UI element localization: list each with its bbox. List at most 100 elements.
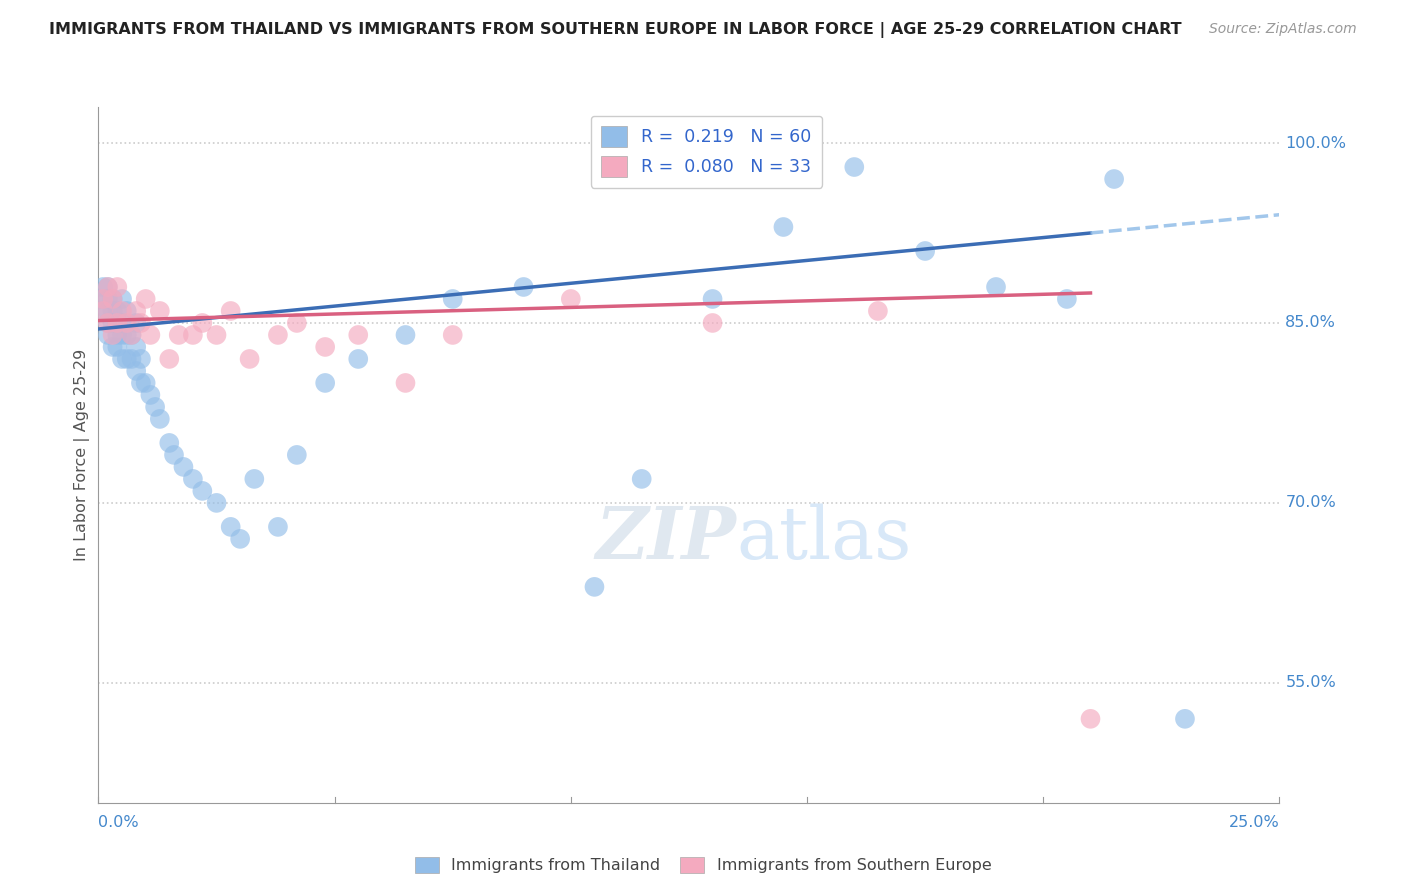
Point	[97, 304, 120, 318]
Point	[172, 459, 194, 474]
Point	[101, 328, 124, 343]
Point	[129, 316, 152, 330]
Text: 100.0%: 100.0%	[1285, 136, 1347, 151]
Point	[167, 328, 190, 343]
Point	[1102, 172, 1125, 186]
Point	[191, 483, 214, 498]
Point	[101, 304, 124, 318]
Point	[285, 448, 308, 462]
Point	[115, 316, 138, 330]
Point	[91, 304, 114, 318]
Point	[702, 316, 724, 330]
Point	[181, 472, 204, 486]
Point	[441, 292, 464, 306]
Point	[143, 400, 166, 414]
Point	[97, 292, 120, 306]
Text: 85.0%: 85.0%	[1285, 316, 1336, 330]
Point	[219, 304, 242, 318]
Point	[115, 328, 138, 343]
Point	[125, 316, 148, 330]
Point	[267, 520, 290, 534]
Point	[105, 316, 128, 330]
Text: 55.0%: 55.0%	[1285, 675, 1336, 690]
Point	[157, 351, 180, 366]
Point	[285, 316, 308, 330]
Point	[139, 328, 162, 343]
Point	[111, 351, 134, 366]
Point	[844, 160, 866, 174]
Point	[314, 376, 336, 390]
Point	[181, 328, 204, 343]
Point	[914, 244, 936, 258]
Point	[1080, 712, 1102, 726]
Point	[630, 472, 652, 486]
Point	[866, 304, 889, 318]
Point	[129, 351, 152, 366]
Point	[1174, 712, 1197, 726]
Point	[101, 340, 124, 354]
Point	[314, 340, 336, 354]
Point	[347, 351, 370, 366]
Point	[560, 292, 582, 306]
Point	[267, 328, 290, 343]
Point	[702, 292, 724, 306]
Point	[111, 304, 134, 318]
Point	[101, 316, 124, 330]
Point	[97, 280, 120, 294]
Point	[105, 328, 128, 343]
Point	[512, 280, 534, 294]
Point	[347, 328, 370, 343]
Legend: Immigrants from Thailand, Immigrants from Southern Europe: Immigrants from Thailand, Immigrants fro…	[408, 850, 998, 880]
Point	[105, 280, 128, 294]
Point	[135, 376, 157, 390]
Point	[115, 351, 138, 366]
Point	[105, 304, 128, 318]
Point	[121, 328, 143, 343]
Point	[91, 292, 114, 306]
Point	[984, 280, 1007, 294]
Point	[111, 328, 134, 343]
Text: 0.0%: 0.0%	[98, 814, 139, 830]
Point	[394, 328, 416, 343]
Point	[157, 436, 180, 450]
Text: ZIP: ZIP	[595, 503, 737, 574]
Text: 70.0%: 70.0%	[1285, 495, 1336, 510]
Point	[91, 292, 114, 306]
Point	[441, 328, 464, 343]
Legend: R =  0.219   N = 60, R =  0.080   N = 33: R = 0.219 N = 60, R = 0.080 N = 33	[591, 116, 823, 187]
Point	[149, 304, 172, 318]
Text: Source: ZipAtlas.com: Source: ZipAtlas.com	[1209, 22, 1357, 37]
Text: IMMIGRANTS FROM THAILAND VS IMMIGRANTS FROM SOUTHERN EUROPE IN LABOR FORCE | AGE: IMMIGRANTS FROM THAILAND VS IMMIGRANTS F…	[49, 22, 1182, 38]
Point	[129, 376, 152, 390]
Point	[121, 351, 143, 366]
Point	[394, 376, 416, 390]
Point	[91, 304, 114, 318]
Point	[229, 532, 252, 546]
Point	[243, 472, 266, 486]
Text: atlas: atlas	[737, 503, 911, 574]
Point	[101, 292, 124, 306]
Point	[97, 328, 120, 343]
Point	[101, 292, 124, 306]
Point	[205, 328, 228, 343]
Point	[219, 520, 242, 534]
Point	[121, 328, 143, 343]
Point	[772, 219, 794, 234]
Text: 25.0%: 25.0%	[1229, 814, 1279, 830]
Point	[1056, 292, 1078, 306]
Point	[191, 316, 214, 330]
Y-axis label: In Labor Force | Age 25-29: In Labor Force | Age 25-29	[75, 349, 90, 561]
Point	[97, 316, 120, 330]
Point	[91, 280, 114, 294]
Point	[105, 340, 128, 354]
Point	[97, 280, 120, 294]
Point	[111, 316, 134, 330]
Point	[149, 412, 172, 426]
Point	[135, 292, 157, 306]
Point	[125, 304, 148, 318]
Point	[97, 316, 120, 330]
Point	[111, 292, 134, 306]
Point	[125, 340, 148, 354]
Point	[583, 580, 606, 594]
Point	[139, 388, 162, 402]
